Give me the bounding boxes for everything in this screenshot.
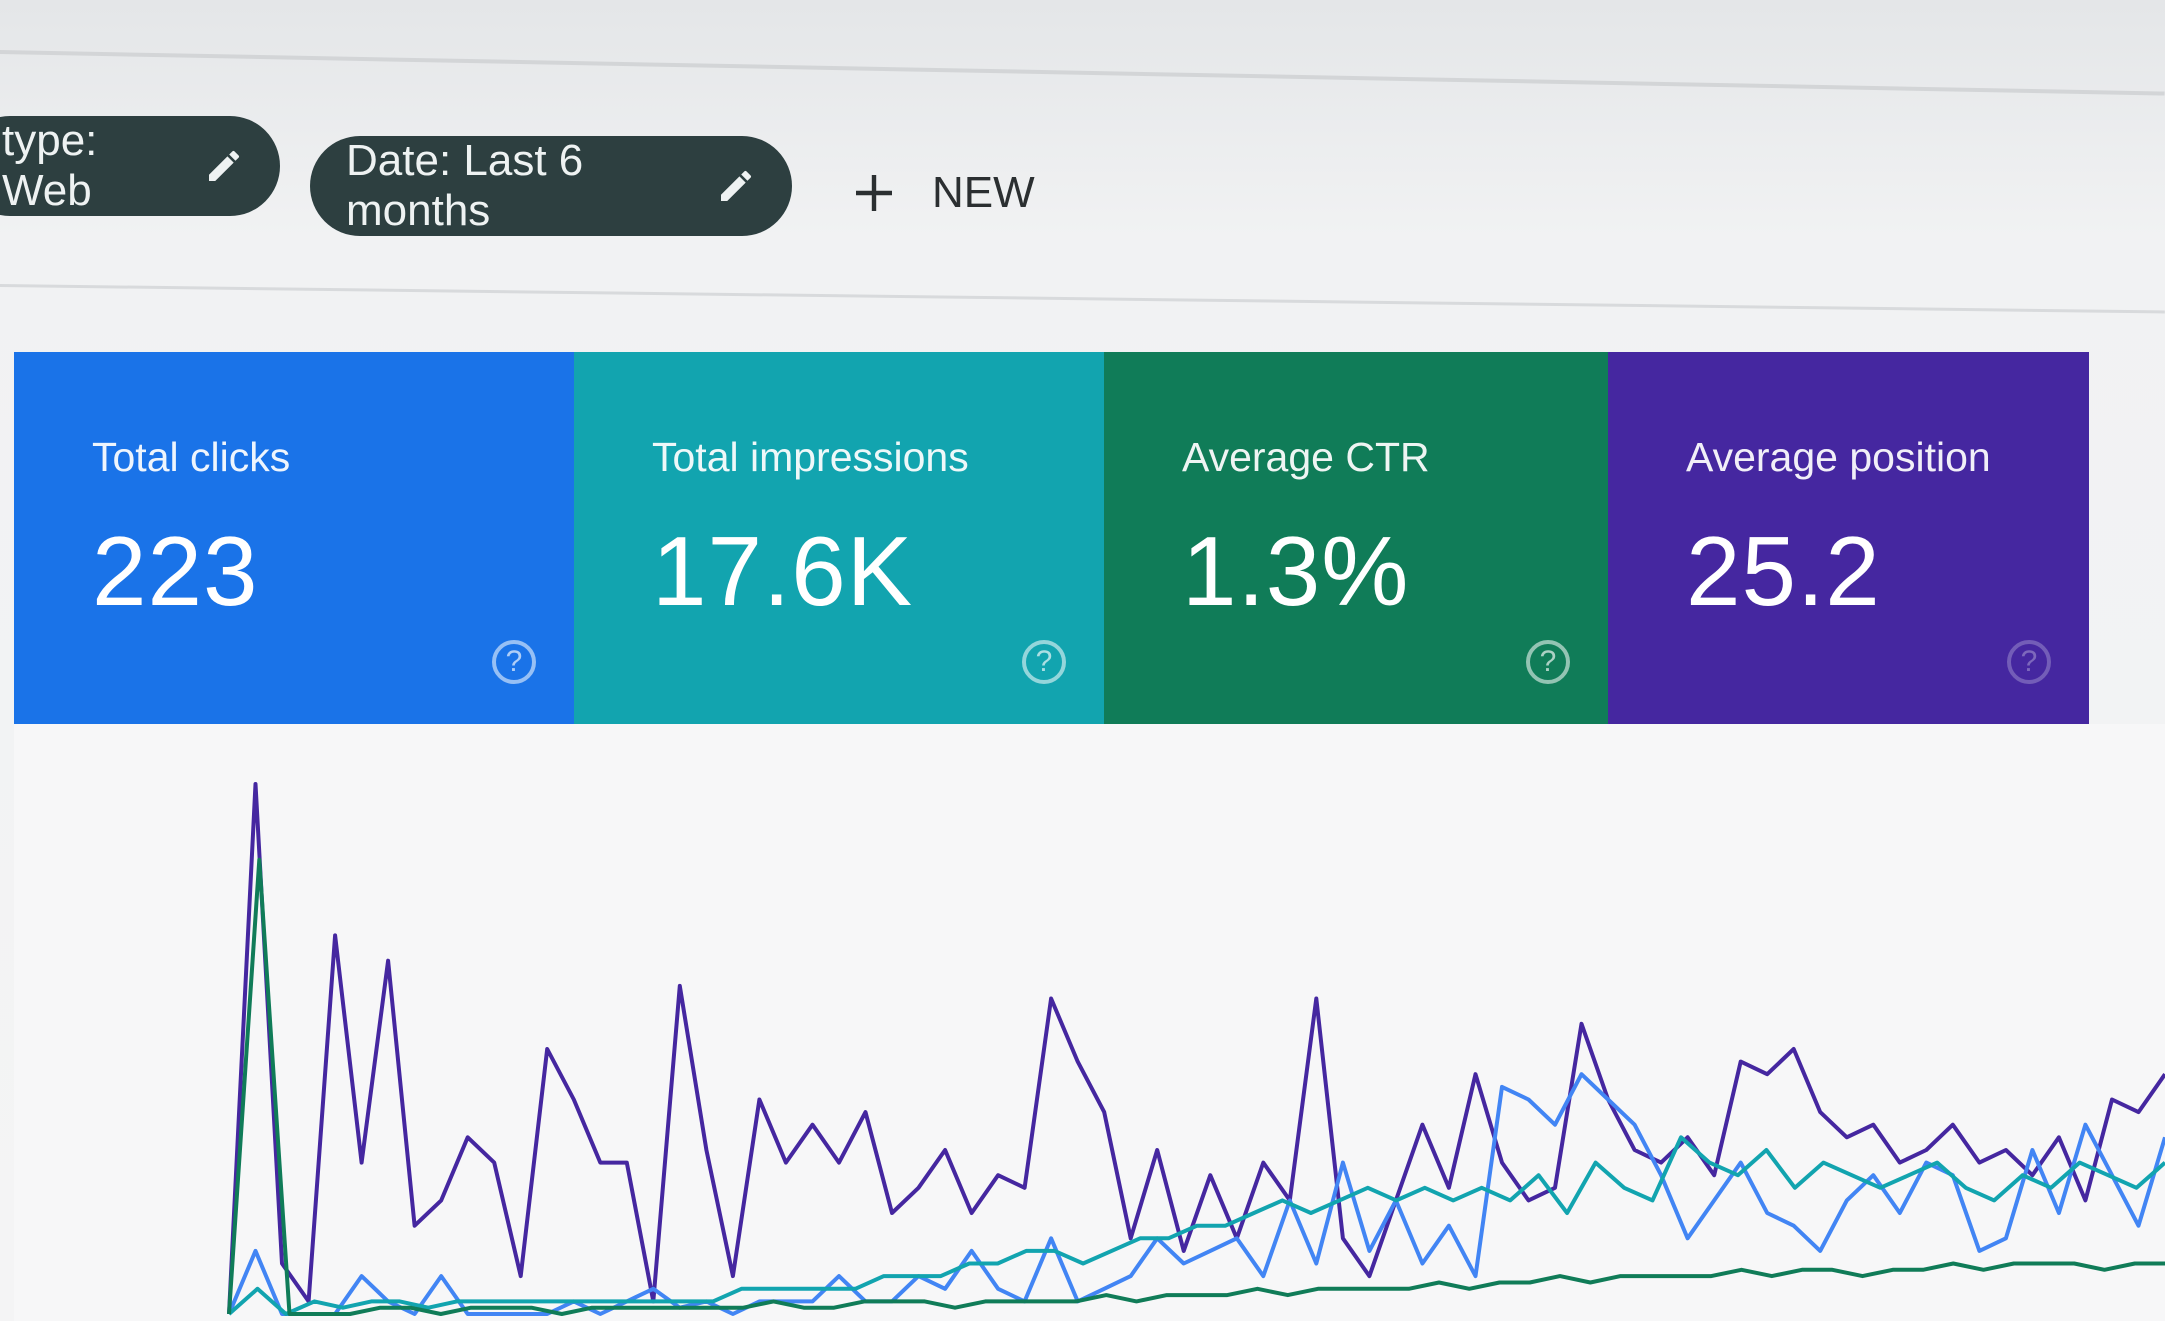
filter-bar: type: Web Date: Last 6 months NEW [0, 110, 2165, 260]
total-impressions-label: Total impressions [652, 434, 969, 480]
help-icon[interactable]: ? [2007, 640, 2051, 684]
series-line-2 [227, 1135, 2165, 1316]
plus-icon [856, 175, 892, 211]
date-filter-label: Date: Last 6 months [346, 136, 584, 235]
average-position-card[interactable]: Average position 25.2 ? [1608, 352, 2089, 724]
total-impressions-card[interactable]: Total impressions 17.6K ? [574, 352, 1104, 724]
search-type-filter-label: type: Web [2, 116, 98, 215]
average-position-value: 25.2 [1686, 516, 1881, 626]
date-filter-chip[interactable]: Date: Last 6 months [310, 136, 792, 236]
performance-chart [14, 724, 2165, 1321]
performance-chart-svg [227, 782, 2165, 1316]
new-filter-label: NEW [932, 168, 1035, 217]
pencil-icon[interactable] [204, 146, 244, 186]
section-divider [0, 284, 2165, 314]
search-type-filter-chip[interactable]: type: Web [0, 116, 280, 216]
top-divider [0, 50, 2165, 96]
average-ctr-value: 1.3% [1182, 516, 1410, 626]
total-clicks-value: 223 [92, 516, 259, 626]
series-line-3 [227, 857, 2165, 1316]
average-ctr-card[interactable]: Average CTR 1.3% ? [1104, 352, 1608, 724]
series-line-0 [227, 782, 2165, 1315]
total-impressions-value: 17.6K [652, 516, 914, 626]
metric-cards: Total clicks 223 ? Total impressions 17.… [14, 352, 2089, 724]
help-icon[interactable]: ? [1022, 640, 1066, 684]
average-position-label: Average position [1686, 434, 1991, 480]
average-ctr-label: Average CTR [1182, 434, 1430, 480]
pencil-icon[interactable] [716, 166, 756, 206]
total-clicks-label: Total clicks [92, 434, 291, 480]
help-icon[interactable]: ? [492, 640, 536, 684]
series-line-1 [227, 1072, 2165, 1316]
total-clicks-card[interactable]: Total clicks 223 ? [14, 352, 574, 724]
help-icon[interactable]: ? [1526, 640, 1570, 684]
new-filter-button[interactable]: NEW [850, 158, 1035, 228]
